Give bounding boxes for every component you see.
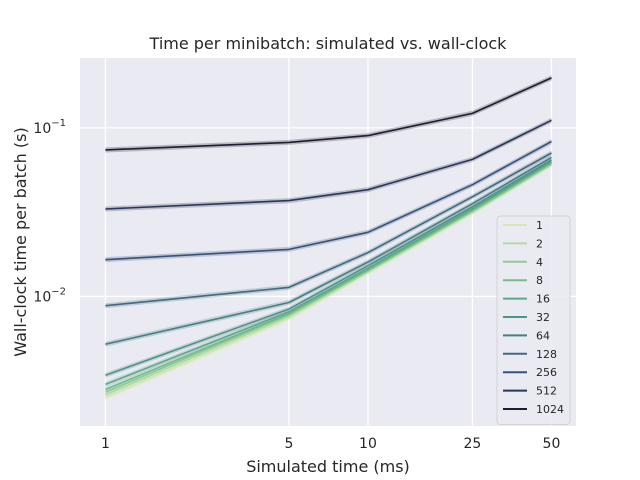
series-line-128 [105,152,552,307]
series-band-512 [105,117,552,212]
legend-label: 128 [536,348,557,361]
series-line-512 [105,119,552,210]
series-line-8 [105,161,552,391]
legend-label: 256 [536,366,557,379]
y-tick-label: 10−1 [33,118,66,137]
legend-label: 8 [536,274,543,287]
x-tick-label: 10 [359,436,377,452]
legend: 1 2 4 8 16 32 64 128 256 512 1024 [496,215,571,425]
legend-item: 1 [503,219,543,232]
y-tick-labels: 10−2 10−1 [33,118,66,305]
series-band-1024 [105,75,552,153]
chart-title: Time per minibatch: simulated vs. wall-c… [149,34,508,53]
y-tick-label: 10−2 [33,286,66,305]
legend-item: 4 [503,256,543,269]
legend-label: 16 [536,293,550,306]
legend-item: 64 [503,329,550,342]
legend-item: 16 [503,293,550,306]
series-128 [105,150,552,309]
legend-item: 8 [503,274,543,287]
series-lines [105,75,552,401]
series-512 [105,117,552,212]
legend-label: 32 [536,311,550,324]
legend-frame [496,215,571,425]
series-256 [105,139,552,263]
series-16 [105,159,552,387]
series-line-16 [105,160,552,386]
x-tick-label: 5 [284,436,293,452]
plot-area [80,58,576,426]
series-line-64 [105,156,552,345]
legend-item: 128 [503,348,557,361]
legend-label: 1 [536,219,543,232]
legend-item: 32 [503,311,550,324]
series-64 [105,154,552,347]
series-line-32 [105,159,552,377]
series-line-256 [105,140,552,261]
series-1024 [105,75,552,153]
x-tick-label: 25 [464,436,482,452]
x-axis-title: Simulated time (ms) [246,457,410,476]
legend-item: 1024 [503,403,564,416]
legend-label: 64 [536,329,550,342]
legend-item: 512 [503,385,557,398]
legend-item: 2 [503,237,543,250]
series-8 [105,160,552,392]
y-axis-title: Wall-clock time per batch (s) [11,127,30,356]
grid [80,58,576,426]
legend-label: 1024 [536,403,564,416]
x-tick-label: 1 [101,436,110,452]
series-line-1 [105,164,552,399]
x-tick-label: 50 [543,436,561,452]
legend-label: 2 [536,237,543,250]
series-line-1024 [105,77,552,151]
series-band-8 [105,160,552,392]
x-tick-labels: 1 5 10 25 50 [101,436,560,452]
legend-label: 4 [536,256,543,269]
series-32 [105,157,552,378]
legend-item: 256 [503,366,557,379]
legend-label: 512 [536,385,557,398]
